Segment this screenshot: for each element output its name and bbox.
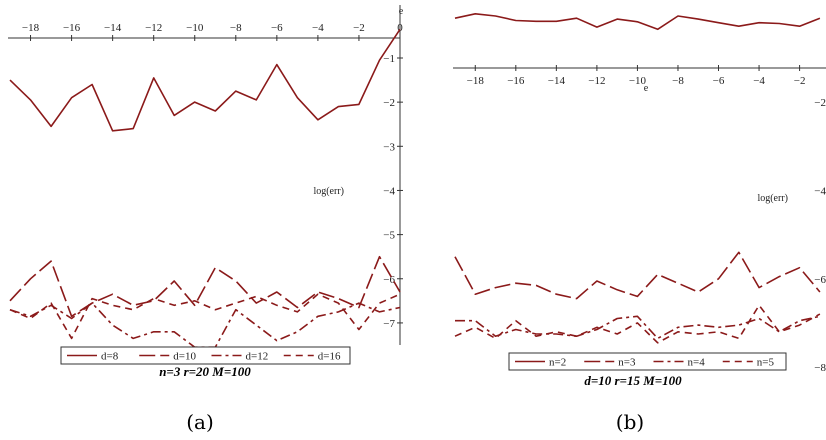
x-tick-label: −10	[629, 75, 647, 87]
legend-box	[60, 346, 351, 365]
x-tick-label: −14	[104, 22, 122, 34]
x-tick-label: −2	[794, 75, 806, 87]
legend-label: n=5	[757, 357, 775, 369]
series-line-n-5	[454, 304, 821, 344]
x-tick-label: −14	[548, 75, 566, 87]
y-tick-label: −8	[814, 362, 826, 374]
x-tick-label: 0	[397, 22, 403, 34]
y-tick-label: −4	[814, 185, 826, 197]
x-tick-label: −8	[672, 75, 684, 87]
x-tick-label: −16	[507, 75, 525, 87]
y-tick-label: −6	[814, 274, 826, 286]
legend-label: d=16	[318, 351, 341, 363]
series-line-d-8	[9, 28, 401, 132]
x-tick-label: −4	[312, 22, 324, 34]
x-tick-label: −4	[753, 75, 765, 87]
y-tick-label: −6	[383, 274, 395, 286]
series-line-d-10	[9, 255, 401, 318]
x-tick-label: −10	[186, 22, 204, 34]
legend-label: n=2	[549, 357, 566, 369]
panel-label: (a)	[186, 410, 214, 434]
x-axis-label: e	[399, 6, 404, 17]
panel-label: (b)	[616, 410, 644, 434]
x-tick-label: −6	[713, 75, 725, 87]
legend-box	[508, 352, 787, 371]
legend-label: d=12	[246, 351, 269, 363]
x-tick-label: −18	[467, 75, 485, 87]
legend-label: d=8	[101, 351, 119, 363]
panel-caption: d=10 r=15 M=100	[584, 373, 682, 388]
y-tick-label: −7	[383, 318, 395, 330]
y-tick-label: −2	[383, 97, 395, 109]
y-tick-label: −4	[383, 185, 395, 197]
legend-label: d=10	[173, 351, 196, 363]
legend-label: n=3	[618, 357, 636, 369]
panel-caption: n=3 r=20 M=100	[159, 364, 251, 379]
series-line-n-4	[455, 315, 821, 340]
x-tick-label: −2	[353, 22, 365, 34]
y-axis-label: log(err)	[757, 193, 788, 204]
x-tick-label: −18	[22, 22, 40, 34]
x-axis-label: e	[644, 83, 649, 94]
series-line-n-2	[454, 13, 821, 31]
x-tick-label: −16	[63, 22, 81, 34]
y-tick-label: −2	[814, 97, 826, 109]
legend-label: n=4	[688, 357, 706, 369]
y-tick-label: −3	[383, 141, 395, 153]
y-tick-label: −1	[383, 53, 395, 65]
x-tick-label: −12	[145, 22, 162, 34]
x-tick-label: −6	[271, 22, 283, 34]
x-tick-label: −12	[588, 75, 605, 87]
x-tick-label: −8	[230, 22, 242, 34]
y-axis-label: log(err)	[313, 186, 344, 197]
series-line-d-16	[9, 293, 401, 340]
y-tick-label: −5	[383, 230, 395, 242]
series-line-n-3	[454, 251, 821, 300]
